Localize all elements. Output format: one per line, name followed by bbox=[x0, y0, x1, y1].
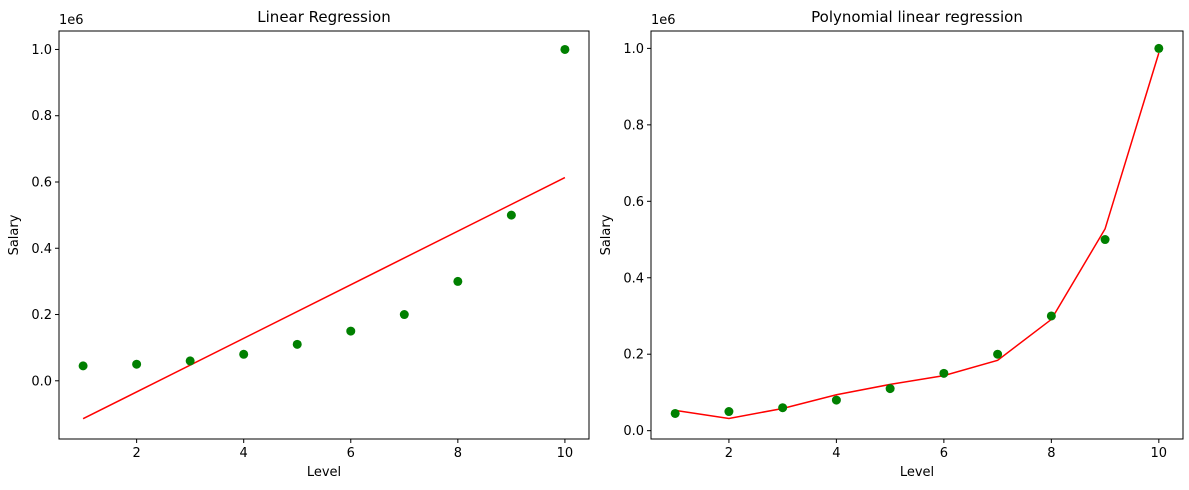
y-offset-label: 1e6 bbox=[59, 13, 84, 28]
chart-title: Linear Regression bbox=[257, 8, 390, 26]
x-tick-label: 4 bbox=[832, 446, 840, 461]
scatter-point bbox=[132, 359, 142, 369]
subplot-2: Polynomial linear regression 2 4 6 8 10 0.0 0.2… bbox=[599, 8, 1184, 480]
regression-line bbox=[82, 176, 566, 420]
y-tick-label: 1.0 bbox=[31, 43, 52, 58]
y-tick-label: 0.6 bbox=[623, 195, 644, 210]
x-tick-label: 8 bbox=[454, 446, 462, 461]
scatter-point bbox=[292, 339, 302, 349]
scatter-point bbox=[993, 349, 1003, 359]
x-tick-label: 6 bbox=[347, 446, 355, 461]
x-tick-label: 10 bbox=[557, 446, 574, 461]
scatter-point bbox=[939, 368, 949, 378]
x-axis-label: Level bbox=[307, 465, 341, 480]
scatter-point bbox=[78, 361, 88, 371]
scatter-point bbox=[185, 356, 195, 366]
scatter-point bbox=[1046, 311, 1056, 321]
scatter-point bbox=[885, 384, 895, 394]
regression-line bbox=[675, 52, 1160, 420]
x-tick-label: 10 bbox=[1151, 446, 1168, 461]
scatter-point bbox=[670, 408, 680, 418]
scatter-point bbox=[346, 326, 356, 336]
y-tick-label: 0.2 bbox=[31, 308, 52, 323]
x-tick-label: 2 bbox=[132, 446, 140, 461]
axes-frame bbox=[58, 30, 590, 440]
scatter-point bbox=[399, 310, 409, 320]
y-tick-label: 0.0 bbox=[31, 374, 52, 389]
axes-frame bbox=[650, 30, 1184, 440]
scatter-point bbox=[1100, 235, 1110, 245]
x-tick-label: 6 bbox=[940, 446, 948, 461]
scatter-point bbox=[778, 403, 788, 413]
y-tick-label: 0.8 bbox=[31, 109, 52, 124]
scatter-point bbox=[453, 276, 463, 286]
scatter-point bbox=[724, 407, 734, 417]
y-tick-label: 0.6 bbox=[31, 175, 52, 190]
y-offset-label: 1e6 bbox=[651, 13, 676, 28]
y-tick-label: 0.2 bbox=[623, 348, 644, 363]
scatter-point bbox=[560, 44, 570, 54]
chart-title: Polynomial linear regression bbox=[811, 8, 1023, 26]
scatter-point bbox=[1154, 43, 1164, 53]
x-tick-label: 2 bbox=[725, 446, 733, 461]
scatter-point bbox=[506, 210, 516, 220]
x-tick-label: 8 bbox=[1047, 446, 1055, 461]
y-tick-label: 0.4 bbox=[31, 242, 52, 257]
y-tick-label: 0.4 bbox=[623, 271, 644, 286]
x-axis-label: Level bbox=[900, 465, 934, 480]
y-tick-label: 0.0 bbox=[623, 424, 644, 439]
x-tick-label: 4 bbox=[240, 446, 248, 461]
scatter-point bbox=[831, 395, 841, 405]
scatter-point bbox=[239, 349, 249, 359]
subplot-1: Linear Regression 2 4 6 8 10 0.0 0.2 0.4 0.6 0.8 1.… bbox=[7, 8, 590, 480]
y-tick-label: 1.0 bbox=[623, 42, 644, 57]
y-axis-label: Salary bbox=[7, 214, 22, 255]
y-axis-label: Salary bbox=[599, 214, 614, 255]
y-tick-label: 0.8 bbox=[623, 118, 644, 133]
